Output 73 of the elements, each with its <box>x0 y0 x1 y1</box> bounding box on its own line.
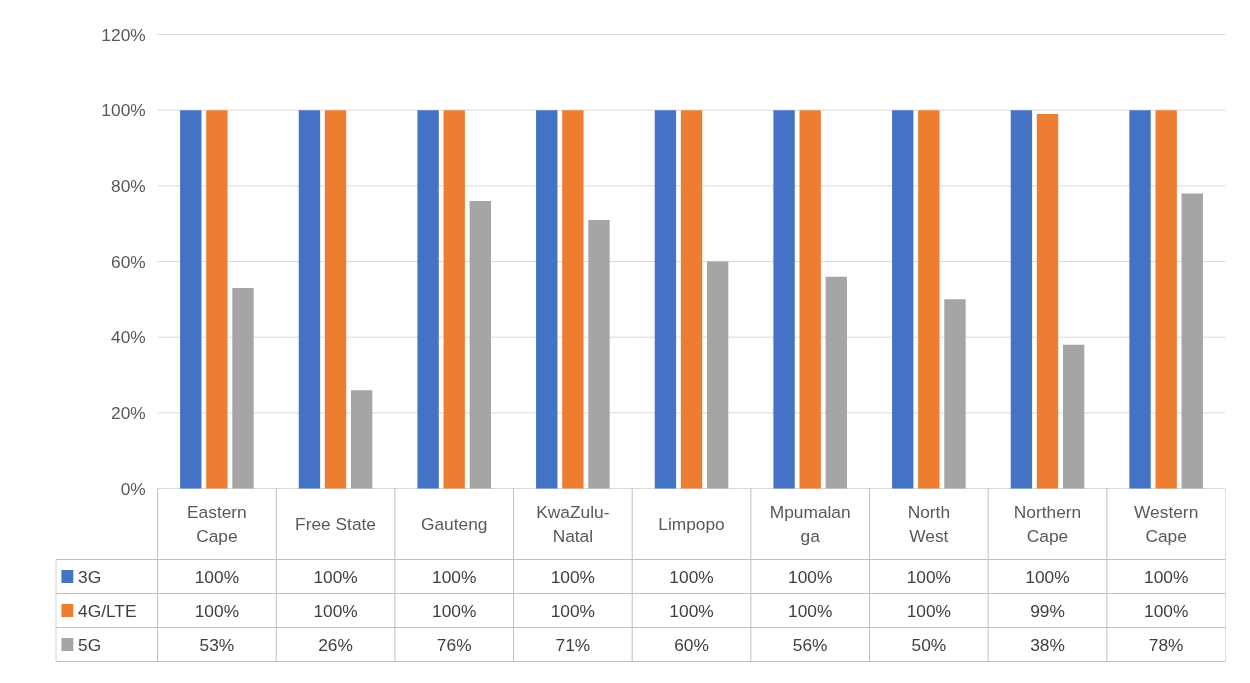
bar <box>562 110 584 489</box>
y-tick-label: 40% <box>111 327 146 348</box>
bar <box>1155 110 1177 489</box>
data-label: 100% <box>1144 566 1189 587</box>
y-tick-label: 120% <box>101 24 146 45</box>
bar <box>706 261 729 489</box>
legend-label: 4G/LTE <box>78 600 137 621</box>
bar <box>654 110 677 489</box>
bar <box>825 276 847 489</box>
bar <box>469 200 491 489</box>
bar <box>918 110 940 489</box>
data-label: 100% <box>669 600 714 621</box>
data-label: 76% <box>436 634 472 655</box>
bar <box>1129 110 1151 489</box>
y-tick-label: 100% <box>101 100 146 121</box>
bar <box>206 110 228 489</box>
bar <box>1062 344 1085 489</box>
x-tick-label: Mpumalanga <box>769 502 851 546</box>
bar <box>232 287 254 489</box>
x-tick-label: Eastern Cape <box>187 502 247 546</box>
bar <box>298 110 321 489</box>
data-label: 100% <box>906 600 952 621</box>
data-label: 100% <box>432 600 477 621</box>
x-tick-label: Free State <box>295 514 376 534</box>
data-label: 53% <box>199 634 235 655</box>
y-tick-label: 80% <box>111 175 146 196</box>
data-label: 100% <box>313 600 358 621</box>
x-tick-label: Limpopo <box>658 514 725 534</box>
y-tick-label: 60% <box>111 251 146 272</box>
data-label: 100% <box>1144 600 1189 621</box>
data-label: 60% <box>674 634 709 655</box>
bar <box>417 110 439 489</box>
y-tick-label: 20% <box>111 402 146 423</box>
bar <box>799 110 821 489</box>
x-tick-label: Western Cape <box>1134 502 1199 546</box>
bar <box>1181 193 1203 489</box>
data-label: 78% <box>1148 634 1184 655</box>
bar <box>180 110 202 489</box>
legend-label: 5G <box>78 634 102 655</box>
bar <box>443 110 465 489</box>
bar <box>536 110 558 489</box>
bar <box>588 219 610 489</box>
x-tick-label: Gauteng <box>420 514 488 534</box>
data-label: 71% <box>555 634 591 655</box>
bar <box>324 110 347 489</box>
x-tick-label: KwaZulu-Natal <box>536 502 610 546</box>
data-label: 100% <box>550 566 596 587</box>
data-label: 100% <box>906 566 952 587</box>
data-label: 100% <box>550 600 596 621</box>
data-label: 100% <box>788 600 833 621</box>
data-label: 99% <box>1030 600 1065 621</box>
data-label: 100% <box>194 600 240 621</box>
y-tick-label: 0% <box>120 478 146 499</box>
data-label: 100% <box>788 566 833 587</box>
data-label: 100% <box>669 566 714 587</box>
bar <box>1036 113 1059 489</box>
bar <box>773 110 795 489</box>
data-label: 100% <box>432 566 477 587</box>
bar <box>350 390 373 489</box>
bar <box>1010 110 1033 489</box>
data-label: 100% <box>313 566 358 587</box>
data-label: 50% <box>911 634 947 655</box>
data-label: 56% <box>792 634 828 655</box>
bar <box>892 110 914 489</box>
legend-label: 3G <box>78 566 102 587</box>
bar <box>680 110 703 489</box>
bar <box>944 299 966 489</box>
data-label: 100% <box>1025 566 1070 587</box>
data-label: 100% <box>194 566 240 587</box>
x-tick-label: Northern Cape <box>1013 502 1082 546</box>
x-tick-label: North West <box>907 502 951 546</box>
data-label: 38% <box>1030 634 1065 655</box>
data-label: 26% <box>318 634 353 655</box>
